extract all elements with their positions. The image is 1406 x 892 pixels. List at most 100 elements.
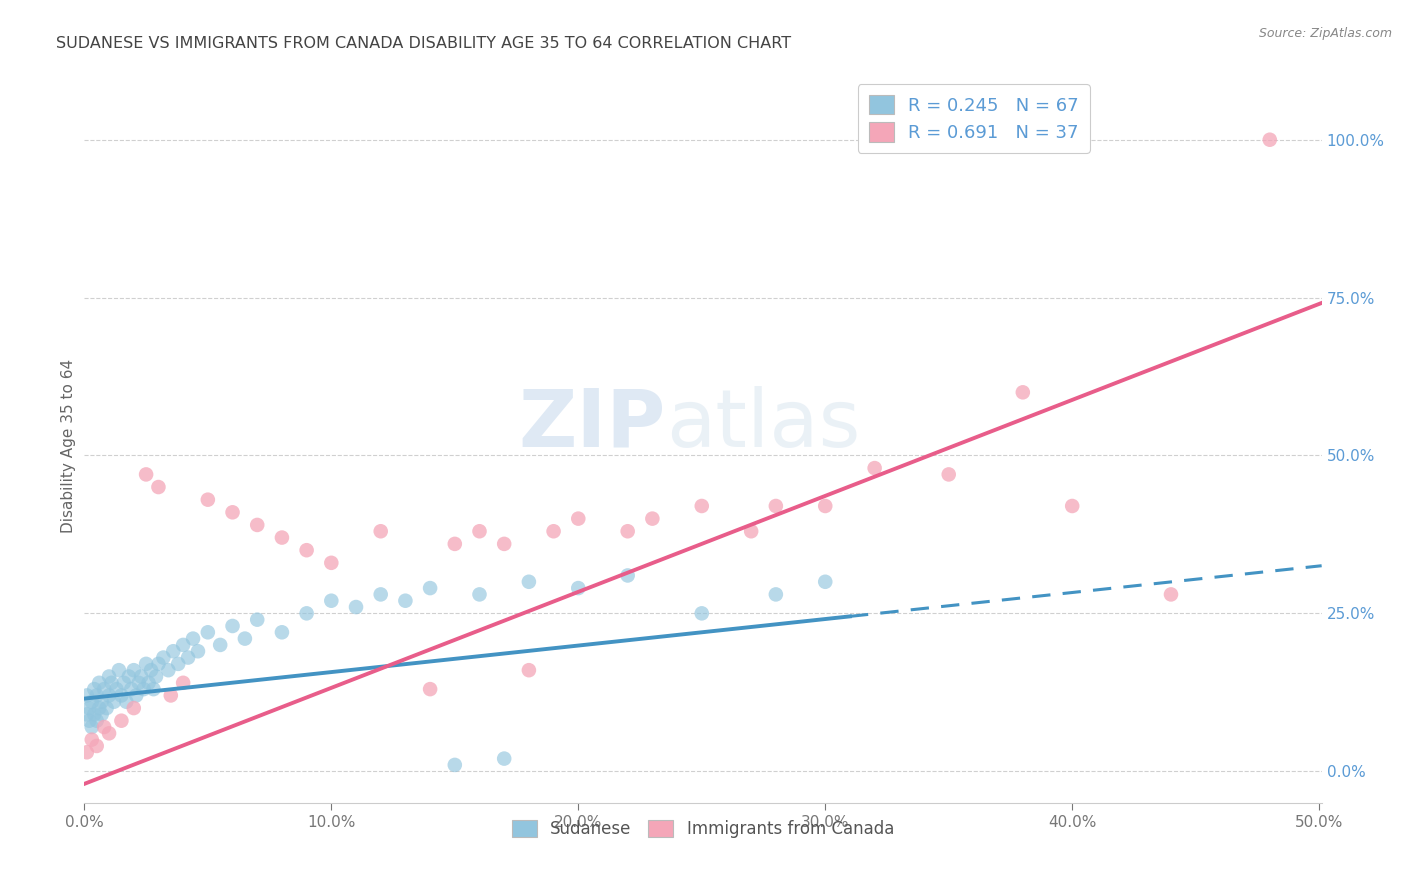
Point	[172, 638, 194, 652]
Point	[187, 644, 209, 658]
Point	[167, 657, 190, 671]
Y-axis label: Disability Age 35 to 64: Disability Age 35 to 64	[60, 359, 76, 533]
Point	[567, 511, 589, 525]
Point	[122, 663, 145, 677]
Point	[616, 568, 638, 582]
Point	[765, 499, 787, 513]
Point	[616, 524, 638, 539]
Point	[443, 537, 465, 551]
Point	[80, 720, 103, 734]
Point	[1160, 587, 1182, 601]
Point	[128, 675, 150, 690]
Point	[814, 499, 837, 513]
Point	[83, 707, 105, 722]
Point	[494, 751, 516, 765]
Point	[295, 607, 318, 621]
Point	[112, 675, 135, 690]
Point	[98, 726, 121, 740]
Point	[394, 593, 416, 607]
Point	[96, 701, 118, 715]
Point	[152, 650, 174, 665]
Point	[690, 607, 713, 621]
Point	[76, 707, 98, 722]
Point	[103, 695, 125, 709]
Point	[271, 625, 294, 640]
Point	[209, 638, 232, 652]
Point	[93, 720, 115, 734]
Point	[468, 587, 491, 601]
Point	[370, 587, 392, 601]
Text: Source: ZipAtlas.com: Source: ZipAtlas.com	[1258, 27, 1392, 40]
Point	[105, 682, 128, 697]
Point	[221, 619, 243, 633]
Point	[135, 657, 157, 671]
Point	[172, 675, 194, 690]
Point	[79, 714, 101, 728]
Point	[443, 758, 465, 772]
Point	[108, 663, 131, 677]
Point	[1258, 133, 1281, 147]
Point	[86, 739, 108, 753]
Point	[197, 492, 219, 507]
Point	[76, 745, 98, 759]
Point	[162, 644, 184, 658]
Point	[344, 600, 367, 615]
Point	[765, 587, 787, 601]
Point	[139, 663, 162, 677]
Point	[938, 467, 960, 482]
Point	[138, 675, 160, 690]
Point	[181, 632, 204, 646]
Point	[1011, 385, 1033, 400]
Point	[246, 517, 269, 532]
Text: ZIP: ZIP	[519, 385, 666, 464]
Point	[118, 669, 141, 683]
Point	[86, 714, 108, 728]
Point	[90, 707, 112, 722]
Point	[517, 663, 540, 677]
Point	[98, 689, 121, 703]
Point	[79, 701, 101, 715]
Point	[494, 537, 516, 551]
Point	[221, 505, 243, 519]
Point	[690, 499, 713, 513]
Point	[740, 524, 762, 539]
Text: SUDANESE VS IMMIGRANTS FROM CANADA DISABILITY AGE 35 TO 64 CORRELATION CHART: SUDANESE VS IMMIGRANTS FROM CANADA DISAB…	[56, 36, 792, 51]
Point	[135, 467, 157, 482]
Point	[148, 657, 170, 671]
Point	[90, 695, 112, 709]
Point	[543, 524, 565, 539]
Point	[468, 524, 491, 539]
Point	[567, 581, 589, 595]
Point	[863, 461, 886, 475]
Point	[100, 675, 122, 690]
Point	[98, 669, 121, 683]
Point	[321, 556, 343, 570]
Point	[1062, 499, 1084, 513]
Point	[93, 682, 115, 697]
Point	[110, 714, 132, 728]
Point	[122, 701, 145, 715]
Point	[233, 632, 256, 646]
Point	[814, 574, 837, 589]
Point	[83, 682, 105, 697]
Point	[145, 669, 167, 683]
Point	[80, 695, 103, 709]
Point	[125, 689, 148, 703]
Point	[129, 669, 152, 683]
Legend: Sudanese, Immigrants from Canada: Sudanese, Immigrants from Canada	[505, 813, 901, 845]
Point	[419, 581, 441, 595]
Point	[120, 682, 142, 697]
Point	[86, 689, 108, 703]
Point	[157, 663, 180, 677]
Point	[148, 480, 170, 494]
Point	[419, 682, 441, 697]
Point	[271, 531, 294, 545]
Point	[89, 675, 111, 690]
Point	[177, 650, 200, 665]
Point	[246, 613, 269, 627]
Point	[641, 511, 664, 525]
Point	[115, 695, 138, 709]
Point	[517, 574, 540, 589]
Point	[295, 543, 318, 558]
Point	[110, 689, 132, 703]
